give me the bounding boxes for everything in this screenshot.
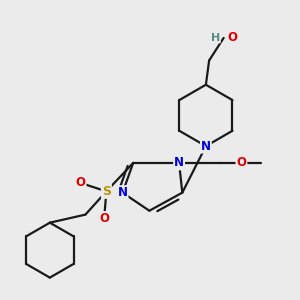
Text: O: O <box>227 32 237 44</box>
Text: N: N <box>174 156 184 170</box>
Text: N: N <box>201 140 211 153</box>
Text: O: O <box>99 212 109 225</box>
Text: O: O <box>76 176 85 190</box>
Text: O: O <box>236 156 246 170</box>
Text: S: S <box>102 185 111 198</box>
Text: N: N <box>118 186 128 199</box>
Text: H: H <box>211 33 220 43</box>
